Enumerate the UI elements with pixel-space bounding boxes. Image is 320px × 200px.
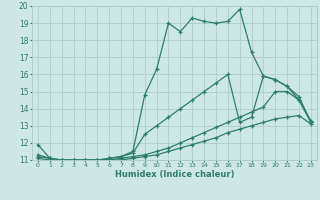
X-axis label: Humidex (Indice chaleur): Humidex (Indice chaleur) bbox=[115, 170, 234, 179]
